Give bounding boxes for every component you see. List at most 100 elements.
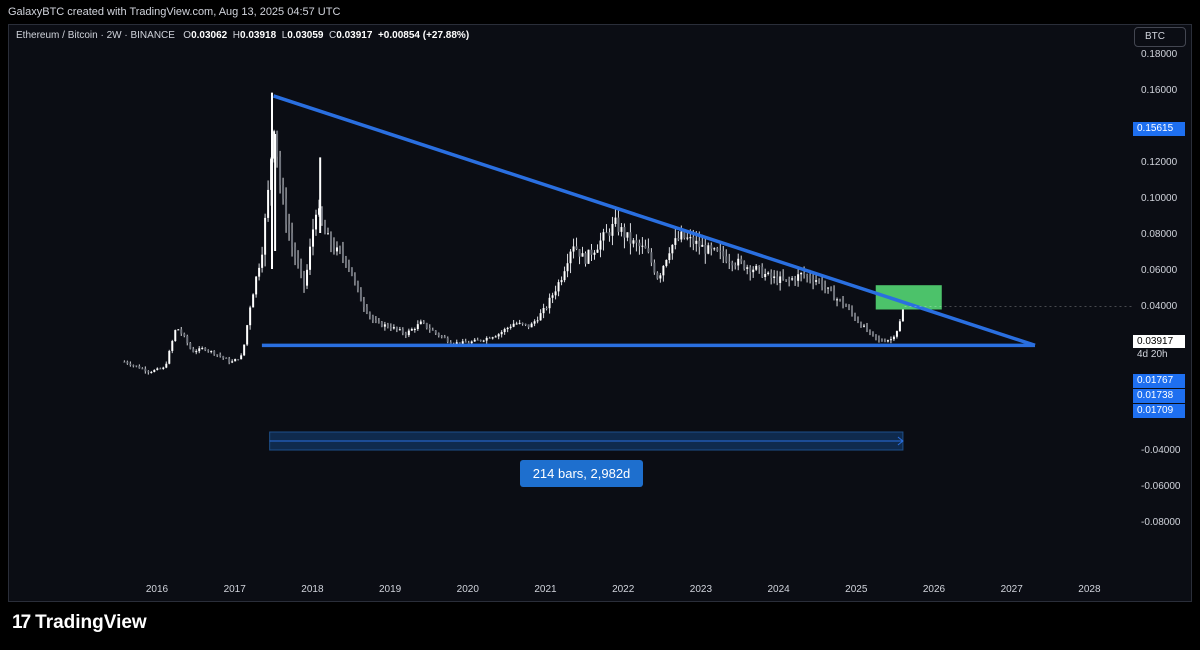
y-tick-label: 0.04000 (1141, 301, 1178, 312)
candle-body (722, 251, 725, 257)
candle-body (629, 232, 632, 244)
currency-button[interactable]: BTC (1134, 27, 1186, 47)
candle-body (782, 276, 785, 280)
candle-body (416, 324, 419, 330)
candle-body (165, 363, 168, 368)
x-tick-label: 2020 (457, 584, 480, 595)
y-tick-label: -0.08000 (1141, 517, 1181, 528)
candle-body (770, 272, 773, 278)
candle-body (842, 299, 845, 306)
x-tick-label: 2026 (923, 584, 946, 595)
candle-body (225, 357, 228, 359)
top-bar: GalaxyBTC created with TradingView.com, … (0, 0, 1200, 24)
candle-body (368, 312, 371, 316)
candle-body (659, 275, 662, 279)
candle-body (234, 359, 237, 362)
candle-body (461, 341, 464, 344)
candle-body (341, 250, 344, 258)
candle-body (455, 342, 458, 345)
candle-body (545, 308, 548, 310)
candle-body (683, 231, 686, 239)
candle-body (494, 336, 497, 338)
candle-body (246, 325, 249, 345)
low-label: L (281, 30, 288, 41)
candle-body (371, 315, 374, 321)
candle-body (398, 329, 401, 331)
x-tick-label: 2025 (845, 584, 868, 595)
candle-body (285, 198, 288, 225)
candle-body (895, 331, 898, 337)
support-price-tag-2: 0.01738 (1133, 389, 1185, 403)
last-price-tag: 0.03917 (1133, 335, 1185, 348)
candle-body (524, 323, 527, 325)
candle-body (812, 279, 815, 282)
tradingview-logo[interactable]: 17 TradingView (12, 612, 147, 634)
candle-body (818, 280, 821, 282)
candle-body (389, 327, 392, 329)
candle-body (297, 258, 300, 264)
candle-body (689, 237, 692, 239)
x-tick-label: 2027 (1001, 584, 1024, 595)
candle-body (404, 333, 407, 336)
candle-body (839, 299, 842, 301)
candle-body (395, 327, 398, 330)
candle-body (147, 371, 150, 373)
countdown-tag: 4d 20h (1133, 348, 1185, 360)
candle-body (848, 306, 851, 309)
candle-body (851, 308, 854, 314)
upper-trendline[interactable] (273, 94, 1036, 347)
candle-body (174, 330, 177, 342)
candle-body (198, 348, 201, 352)
candle-body (593, 252, 596, 255)
candle-body (503, 329, 506, 333)
candle-body (548, 297, 551, 309)
candle-body (830, 287, 833, 291)
candle-body (249, 307, 252, 326)
candle-body (258, 267, 261, 277)
candle-body (518, 322, 521, 324)
candle-body (833, 290, 836, 301)
candle-body (713, 248, 716, 250)
candle-body (587, 249, 590, 264)
high-label: H (232, 30, 241, 41)
candle-body (186, 335, 189, 344)
symbol-name[interactable]: Ethereum / Bitcoin · 2W · BINANCE (16, 30, 175, 41)
candle-body (210, 351, 213, 353)
candle-body (488, 337, 491, 339)
x-tick-label: 2023 (690, 584, 713, 595)
candle-body (725, 256, 728, 262)
chart-frame[interactable] (8, 24, 1192, 602)
candle-body (153, 369, 156, 372)
candle-body (572, 246, 575, 252)
candle-body (329, 233, 332, 246)
candle-body (854, 313, 857, 320)
candle-body (752, 269, 755, 273)
candle-body (347, 263, 350, 268)
candle-body (315, 214, 318, 230)
candle-body (815, 280, 818, 282)
candle-body (506, 327, 509, 330)
candle-body (797, 274, 800, 281)
candle-body (470, 341, 473, 344)
candle-body (306, 269, 309, 286)
candle-body (704, 244, 707, 254)
candle-body (737, 258, 740, 266)
candle-body (892, 336, 895, 340)
candle-body (437, 333, 440, 336)
y-tick-label: 0.18000 (1141, 49, 1178, 60)
y-tick-label: 0.08000 (1141, 229, 1178, 240)
close-label: C (329, 30, 337, 41)
date-range-label: 214 bars, 2,982d (520, 460, 643, 487)
candle-body (323, 223, 326, 235)
candle-body (527, 324, 530, 328)
candle-body (710, 245, 713, 249)
attribution-text: GalaxyBTC created with TradingView.com, … (8, 6, 341, 18)
candle-body (734, 265, 737, 267)
candle-body (785, 279, 788, 281)
candle-body (374, 320, 377, 322)
candle-body (671, 244, 674, 254)
candle-body (377, 321, 380, 323)
candle-body (596, 249, 599, 253)
candle-body (662, 265, 665, 276)
